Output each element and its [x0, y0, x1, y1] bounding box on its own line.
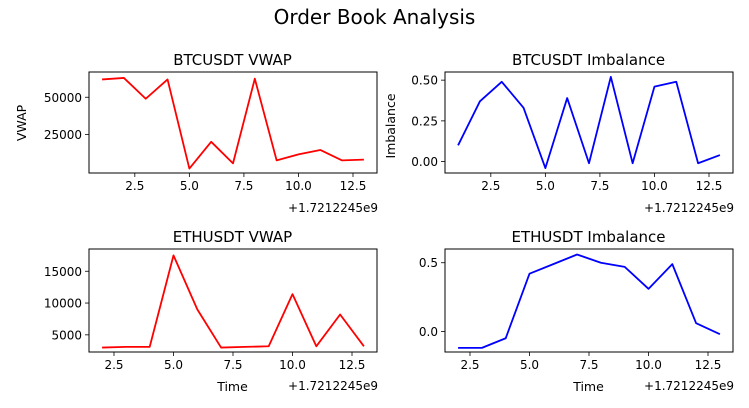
btcusdt-vwap-axes-frame [88, 71, 378, 174]
btcusdt-imbalance-xtick-label: 2.5 [481, 179, 500, 193]
btcusdt-vwap-xtick-label: 5.0 [180, 179, 199, 193]
ethusdt-imbalance-xtick-label: 5.0 [520, 358, 539, 372]
btcusdt-imbalance-xtick-label: 12.5 [696, 179, 723, 193]
ethusdt-vwap-ytick-label: 15000 [44, 265, 82, 279]
btcusdt-imbalance-xtick-label: 10.0 [641, 179, 668, 193]
ethusdt-vwap-xtick-label: 2.5 [104, 358, 123, 372]
btcusdt-imbalance-xtick-label: 7.5 [590, 179, 609, 193]
btcusdt-vwap-xtick-label: 2.5 [125, 179, 144, 193]
btcusdt-vwap-ytick-label: 50000 [44, 91, 82, 105]
ethusdt-imbalance-series-line [458, 253, 721, 349]
ethusdt-imbalance-ytick-label: 0.0 [419, 325, 438, 339]
ethusdt-vwap-x-offset: +1.7212245e9 [288, 379, 378, 393]
ethusdt-imbalance-xtick-label: 10.0 [635, 358, 662, 372]
ethusdt-imbalance-title: ETHUSDT Imbalance [512, 228, 666, 246]
btcusdt-vwap-xtick-label: 7.5 [234, 179, 253, 193]
ethusdt-vwap-xtick-label: 10.0 [279, 358, 306, 372]
btcusdt-imbalance-series-line [457, 75, 721, 170]
ethusdt-vwap-series-line [102, 254, 365, 349]
btcusdt-imbalance-ytick-label: 0.50 [411, 74, 438, 88]
ethusdt-vwap-title: ETHUSDT VWAP [173, 228, 292, 246]
btcusdt-vwap-panel: BTCUSDT VWAP VWAP +1.7212245e9 2.5 5.0 7.5… [14, 51, 378, 215]
ethusdt-vwap-xtick-label: 5.0 [164, 358, 183, 372]
ethusdt-imbalance-x-offset: +1.7212245e9 [644, 379, 734, 393]
btcusdt-imbalance-ylabel: Imbalance [383, 93, 398, 158]
ethusdt-imbalance-xlabel: Time [572, 379, 604, 394]
ethusdt-imbalance-ytick-label: 0.5 [419, 256, 438, 270]
btcusdt-vwap-title: BTCUSDT VWAP [173, 51, 292, 69]
ethusdt-imbalance-xtick-label: 12.5 [695, 358, 722, 372]
figure-title: Order Book Analysis [274, 5, 476, 29]
btcusdt-imbalance-axes-frame [444, 71, 734, 174]
ethusdt-vwap-xlabel: Time [216, 379, 248, 394]
ethusdt-imbalance-xtick-label: 7.5 [579, 358, 598, 372]
ethusdt-vwap-axes-frame [88, 248, 378, 353]
btcusdt-vwap-xtick-label: 10.0 [285, 179, 312, 193]
ethusdt-imbalance-panel: ETHUSDT Imbalance Time +1.7212245e9 2.5 5… [419, 228, 734, 394]
ethusdt-vwap-xtick-label: 12.5 [339, 358, 366, 372]
ethusdt-vwap-xtick-label: 7.5 [223, 358, 242, 372]
btcusdt-imbalance-xtick-label: 5.0 [536, 179, 555, 193]
ethusdt-vwap-panel: ETHUSDT VWAP Time +1.7212245e9 2.5 5.0 7.5… [44, 228, 378, 394]
btcusdt-imbalance-title: BTCUSDT Imbalance [512, 51, 665, 69]
btcusdt-imbalance-x-offset: +1.7212245e9 [644, 201, 734, 215]
btcusdt-imbalance-panel: BTCUSDT Imbalance Imbalance +1.7212245e9… [383, 51, 734, 215]
btcusdt-imbalance-ytick-label: 0.00 [411, 155, 438, 169]
btcusdt-vwap-x-offset: +1.7212245e9 [288, 201, 378, 215]
ethusdt-imbalance-axes-frame [444, 248, 734, 353]
btcusdt-vwap-ytick-label: 25000 [44, 128, 82, 142]
btcusdt-vwap-xtick-label: 12.5 [340, 179, 367, 193]
btcusdt-vwap-ylabel: VWAP [14, 104, 29, 141]
ethusdt-vwap-ytick-label: 10000 [44, 297, 82, 311]
btcusdt-vwap-series-line [102, 77, 364, 170]
ethusdt-vwap-ytick-label: 5000 [51, 328, 82, 342]
ethusdt-imbalance-xtick-label: 2.5 [460, 358, 479, 372]
btcusdt-imbalance-ytick-label: 0.25 [411, 114, 438, 128]
